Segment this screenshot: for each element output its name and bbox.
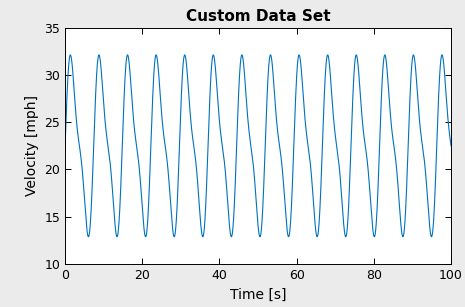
- Y-axis label: Velocity [mph]: Velocity [mph]: [25, 95, 39, 196]
- X-axis label: Time [s]: Time [s]: [230, 287, 286, 301]
- Title: Custom Data Set: Custom Data Set: [186, 9, 331, 24]
